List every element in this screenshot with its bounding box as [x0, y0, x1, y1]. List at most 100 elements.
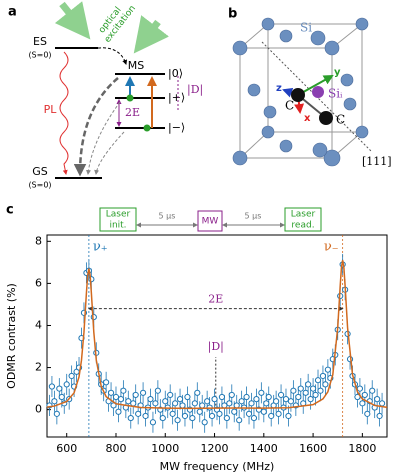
panel-label: c	[6, 203, 14, 218]
data-point	[135, 410, 142, 417]
pl-label: PL	[44, 103, 58, 116]
population	[143, 124, 151, 132]
data-point	[147, 396, 154, 403]
x-tick-label: 600	[56, 442, 77, 455]
y-tick-label: 2	[35, 361, 42, 374]
x-tick-label: 1600	[299, 442, 327, 455]
data-point	[181, 412, 189, 420]
data-point	[324, 366, 331, 373]
peak-label: ν₋	[324, 240, 339, 255]
atom-label: Siᵢ	[328, 87, 343, 101]
zero-field-label: |D|	[208, 340, 224, 354]
pulse-box	[99, 207, 137, 232]
data-point	[154, 387, 161, 394]
population	[126, 94, 134, 102]
data-point	[319, 372, 327, 380]
data-point	[56, 385, 63, 392]
excitation-arrow	[133, 15, 169, 54]
data-point	[314, 377, 322, 384]
data-point	[295, 393, 302, 401]
panel-label: b	[228, 7, 237, 22]
data-point	[364, 410, 371, 417]
axis-label: y	[334, 67, 341, 78]
data-point	[107, 389, 115, 396]
data-point	[302, 389, 309, 396]
data-point	[282, 396, 290, 403]
data-point	[265, 393, 272, 401]
data-point	[68, 372, 75, 380]
wait-label: 5 μs	[159, 212, 176, 221]
data-point	[275, 410, 282, 417]
x-tick-label: 1000	[151, 442, 179, 455]
data-point	[211, 396, 218, 403]
data-point	[290, 387, 297, 394]
x-tick-label: 800	[105, 442, 126, 455]
c-atom	[319, 111, 333, 125]
data-point	[243, 393, 250, 401]
pulse-label: init.	[109, 221, 126, 231]
data-point	[307, 396, 314, 403]
data-point	[179, 402, 186, 409]
data-point	[199, 402, 206, 409]
es-label: ES	[33, 35, 47, 48]
panel-label: a	[8, 5, 17, 20]
data-point	[184, 393, 191, 401]
direction-label: [111]	[362, 155, 392, 168]
data-point	[132, 391, 139, 399]
splitting-label: 2E	[125, 106, 140, 119]
data-point	[253, 396, 260, 403]
y-tick-label: 6	[35, 276, 42, 289]
data-point	[250, 414, 258, 422]
data-point	[115, 408, 122, 415]
data-point	[58, 393, 65, 401]
excitation-arrow	[54, 1, 91, 40]
data-point	[117, 396, 125, 403]
data-point	[369, 387, 376, 394]
data-point	[354, 393, 361, 401]
peak-label: ν₊	[93, 240, 108, 255]
data-point	[309, 385, 317, 392]
data-point	[273, 398, 280, 405]
es-spin: (S=0)	[28, 51, 51, 60]
x-tick-label: 1200	[201, 442, 229, 455]
wait-label: 5 μs	[245, 212, 262, 221]
gs-spin: (S=0)	[28, 181, 51, 190]
zfs-label: |D|	[187, 83, 203, 97]
data-point	[127, 414, 134, 422]
data-point	[356, 385, 363, 392]
data-point	[245, 410, 253, 417]
data-point	[226, 400, 233, 407]
data-point	[221, 402, 228, 409]
axis-label: z	[276, 83, 282, 94]
y-tick-label: 4	[35, 318, 42, 331]
data-point	[53, 410, 60, 417]
data-point	[142, 412, 149, 420]
pulse-sequence: Laser init. 5 μs MW 5 μs Laser read.	[99, 207, 322, 232]
data-point	[63, 381, 70, 388]
isc-arrow	[73, 77, 119, 177]
pl-arrow	[59, 51, 69, 175]
atom-label: C	[285, 99, 294, 113]
data-point	[312, 391, 319, 399]
pulse-box	[284, 207, 322, 232]
data-point	[378, 400, 386, 407]
data-point	[174, 417, 181, 424]
data-point	[277, 391, 285, 399]
pulse-label: Laser	[291, 210, 316, 220]
data-point	[172, 400, 179, 407]
x-axis-label: MW frequency (MHz)	[160, 460, 275, 473]
panel-a: a optical excitation ES (S=0) GS (S=0) P…	[8, 1, 203, 190]
axis-label: x	[304, 113, 311, 124]
data-point	[361, 391, 368, 399]
data-point	[159, 414, 166, 422]
fit-line	[46, 260, 388, 410]
data-point	[139, 389, 147, 396]
data-point	[189, 414, 196, 422]
data-point	[359, 400, 366, 407]
isc-arrow	[85, 101, 121, 175]
plot: ODMR contrast (%) MW frequency (MHz) 600…	[5, 234, 388, 473]
data-point	[228, 391, 235, 399]
data-point	[130, 400, 137, 407]
data-point	[167, 391, 174, 399]
data-point	[125, 398, 132, 405]
